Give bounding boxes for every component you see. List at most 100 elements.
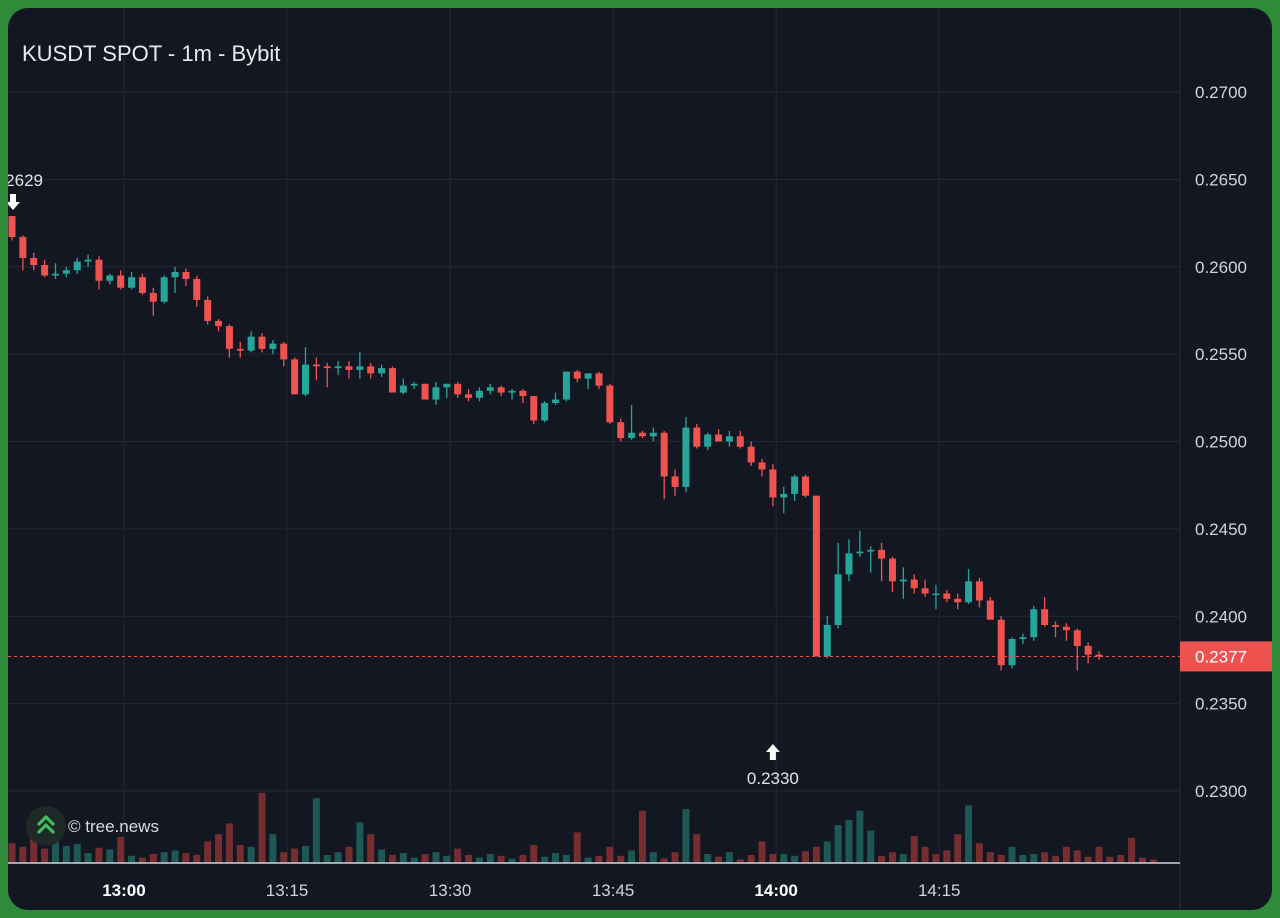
volume-bar <box>421 854 429 863</box>
volume-bar <box>715 856 723 863</box>
candle-body <box>334 366 342 369</box>
volume-bar <box>845 819 853 863</box>
volume-bar <box>8 843 16 863</box>
volume-bar <box>1008 846 1016 863</box>
down-arrow-icon <box>8 194 20 210</box>
candle-body <box>367 366 375 374</box>
candle-body <box>421 383 429 400</box>
volume-bar <box>399 853 407 863</box>
up-arrow-icon <box>765 744 780 760</box>
volume-bar <box>443 855 451 863</box>
candle-body <box>638 432 646 437</box>
candle-body <box>410 383 418 386</box>
volume-bar <box>628 850 636 863</box>
volume-bar <box>943 850 951 863</box>
candlestick-chart[interactable]: 0.2700 0.2650 0.2600 0.2550 0.2500 0.2450 0.24… <box>8 8 1272 910</box>
candle-body <box>204 299 212 321</box>
candle-body <box>73 261 81 271</box>
volume-bar <box>149 854 157 863</box>
volume-bar <box>378 849 386 863</box>
volume-bar <box>410 857 418 863</box>
candle-body <box>51 273 59 276</box>
candle-body <box>41 265 49 276</box>
volume-bar <box>541 856 549 863</box>
volume-bar <box>519 854 527 863</box>
candle-body <box>856 551 864 554</box>
volume-bar <box>888 852 896 863</box>
candle-body <box>986 600 994 620</box>
candle-body <box>258 336 266 349</box>
current-price-badge <box>1180 641 1272 672</box>
volume-bar <box>95 847 103 863</box>
volume-bar <box>225 823 233 863</box>
volume-bar <box>204 841 212 863</box>
volume-bar <box>573 832 581 863</box>
volume-bar <box>660 858 668 863</box>
volume-bar <box>215 834 223 863</box>
candle-body <box>182 271 190 279</box>
volume-bar <box>41 848 49 863</box>
candle-body <box>628 432 636 439</box>
volume-bar <box>454 848 462 863</box>
y-tick-label: 0.2400 <box>1195 607 1247 626</box>
candle-body <box>899 579 907 582</box>
volume-bar <box>171 850 179 863</box>
candle-body <box>997 619 1005 666</box>
candle-body <box>965 581 973 603</box>
candle-body <box>780 493 788 498</box>
candle-body <box>215 320 223 327</box>
volume-bar <box>334 852 342 863</box>
candle-body <box>812 495 820 657</box>
candle-body <box>606 385 614 423</box>
candle-body <box>1030 609 1038 638</box>
volume-bar <box>617 855 625 863</box>
candle-body <box>312 364 320 367</box>
candle-body <box>247 336 255 351</box>
candle-body <box>617 422 625 439</box>
volume-bar <box>508 858 516 863</box>
high-price-label: 2629 <box>8 171 43 190</box>
candle-body <box>954 598 962 603</box>
volume-bar <box>160 852 168 863</box>
volume-bar <box>117 836 125 863</box>
volume-bar <box>997 854 1005 863</box>
volume-bar <box>1128 837 1136 863</box>
volume-bar <box>269 834 277 863</box>
volume-bar <box>867 830 875 863</box>
candle-body <box>280 343 288 360</box>
watermark-text: © tree.news <box>68 817 159 836</box>
candle-body <box>356 366 364 370</box>
candle-body <box>1084 645 1092 655</box>
volume-bar <box>323 854 331 863</box>
volume-bar <box>769 854 777 863</box>
candle-body <box>932 593 940 596</box>
volume-bar <box>128 855 136 863</box>
y-tick-label: 0.2650 <box>1195 170 1247 189</box>
candle-body <box>921 588 929 594</box>
candle-body <box>834 574 842 625</box>
volume-bar <box>388 854 396 863</box>
volume-bar <box>1030 854 1038 863</box>
candle-body <box>323 366 331 369</box>
volume-bar <box>51 837 59 863</box>
candle-body <box>736 436 744 447</box>
candle-body <box>508 390 516 393</box>
candle-body <box>530 396 538 421</box>
candle-body <box>845 553 853 575</box>
candle-body <box>595 373 603 386</box>
candle-body <box>1019 637 1027 639</box>
volume-bar <box>671 852 679 863</box>
y-tick-label: 0.2300 <box>1195 782 1247 801</box>
candle-body <box>552 399 559 404</box>
x-tick-label: 13:00 <box>102 881 145 900</box>
candle-body <box>465 394 473 398</box>
volume-bar <box>606 846 614 863</box>
volume-bar <box>312 798 320 863</box>
candle-body <box>399 385 407 393</box>
volume-bar <box>649 852 657 863</box>
volume-bar <box>638 810 646 863</box>
candle-body <box>269 343 277 349</box>
volume-bar <box>247 846 255 863</box>
volume-bar <box>802 851 810 863</box>
volume-bar <box>693 834 701 863</box>
